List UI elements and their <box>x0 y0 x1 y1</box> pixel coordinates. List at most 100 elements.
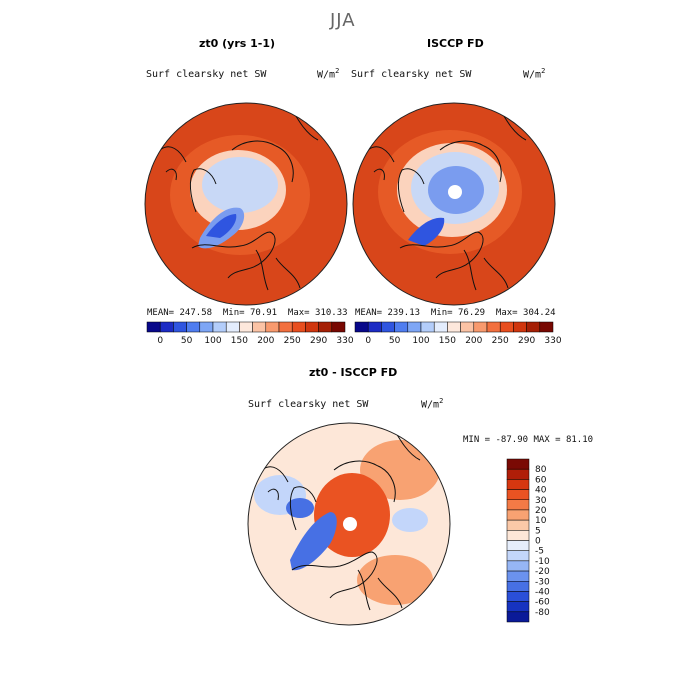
colorbar-swatch <box>394 321 409 333</box>
colorbar-swatch <box>265 321 280 333</box>
colorbar-tick-label: 290 <box>518 336 535 346</box>
diff-title: zt0 - ISCCP FD <box>309 366 398 379</box>
colorbar-swatch <box>447 321 461 333</box>
colorbar-tick-label: 10 <box>535 516 547 526</box>
colorbar-tick-label: 5 <box>535 526 541 536</box>
colorbar-tick-label: 30 <box>535 496 547 506</box>
colorbar-swatch <box>318 321 333 333</box>
colorbar-swatch <box>173 321 187 333</box>
colorbar-swatch <box>278 321 293 333</box>
colorbar-tick-label: 0 <box>365 336 371 346</box>
colorbar-swatch <box>526 321 541 333</box>
colorbar-swatch <box>506 519 530 531</box>
colorbar-panel2: 0 50 100 150 200 250 290 330 <box>354 321 562 346</box>
map2-outline <box>352 102 556 306</box>
diff-units: W/m2 <box>421 397 444 411</box>
colorbar-tick-label: 330 <box>336 336 353 346</box>
colorbar-tick-label: -30 <box>535 577 550 587</box>
panel2-stats: MEAN= 239.13 Min= 76.29 Max= 304.24 <box>355 308 556 318</box>
colorbar-swatch <box>420 321 435 333</box>
colorbar-tick-label: 50 <box>181 336 193 346</box>
colorbar-swatch <box>506 509 530 521</box>
colorbar-tick-label: 50 <box>389 336 401 346</box>
diff-stats: MIN = -87.90 MAX = 81.10 <box>463 435 594 445</box>
colorbar-swatch <box>159 321 174 333</box>
map1-greenland-core <box>206 214 237 238</box>
colorbar-tick-label: 60 <box>535 475 547 485</box>
panel2-title: ISCCP FD <box>427 37 484 50</box>
colorbar-tick-label: -40 <box>535 587 550 597</box>
colorbar-swatch <box>506 468 530 480</box>
colorbar-swatch <box>506 611 530 623</box>
colorbar-swatch <box>506 550 530 562</box>
colorbar-tick-label: 200 <box>465 336 482 346</box>
colorbar-tick-label: 250 <box>492 336 509 346</box>
map3-light-red-ne <box>360 440 440 500</box>
panel1-field-label: Surf clearsky net SW <box>146 69 267 80</box>
colorbar-swatch <box>186 321 201 333</box>
map-panel2 <box>353 103 555 305</box>
colorbar-swatch <box>486 321 501 333</box>
map1-outline <box>144 102 348 306</box>
colorbar-swatch <box>506 560 530 572</box>
colorbar-tick-label: -80 <box>535 608 550 618</box>
colorbar-swatch <box>407 321 422 333</box>
colorbar-swatch <box>506 581 530 592</box>
map3-blue-arch <box>286 498 314 518</box>
colorbar-swatch <box>506 591 530 602</box>
colorbar-swatch <box>506 458 530 470</box>
panel1-stats: MEAN= 247.58 Min= 70.91 Max= 310.33 <box>147 308 348 318</box>
colorbar-swatch <box>146 321 161 333</box>
map-diff <box>248 423 450 625</box>
colorbar-panel1: 0 50 100 150 200 250 290 330 <box>146 321 354 346</box>
colorbar-tick-label: 150 <box>231 336 248 346</box>
panel1-title: zt0 (yrs 1-1) <box>199 37 276 50</box>
colorbar-swatch <box>539 321 554 333</box>
colorbar-swatch <box>506 499 530 511</box>
map3-missing-pole <box>343 517 357 531</box>
map3-light-red-se <box>357 555 433 605</box>
colorbar-swatch <box>252 321 267 333</box>
colorbar-swatch <box>381 321 395 333</box>
colorbar-tick-label: 100 <box>412 336 429 346</box>
colorbar-swatch <box>305 321 319 333</box>
colorbar-swatch <box>212 321 227 333</box>
colorbar-swatch <box>506 540 530 551</box>
colorbar-tick-label: 200 <box>257 336 274 346</box>
colorbar-tick-label: 290 <box>310 336 327 346</box>
panel1-units: W/m2 <box>317 67 340 81</box>
colorbar-tick-label: 100 <box>204 336 221 346</box>
colorbar-swatch <box>499 321 514 333</box>
colorbar-swatch <box>506 570 530 582</box>
colorbar-tick-label: -5 <box>535 547 544 557</box>
colorbar-swatch <box>506 601 530 613</box>
colorbar-swatch <box>513 321 527 333</box>
map1-pale-blue-region <box>202 157 278 213</box>
colorbar-tick-label: 20 <box>535 506 547 516</box>
colorbar-tick-label: 0 <box>157 336 163 346</box>
colorbar-swatch <box>460 321 475 333</box>
colorbar-swatch <box>506 489 530 500</box>
colorbar-swatch <box>199 321 214 333</box>
colorbar-swatch <box>367 321 382 333</box>
colorbar-swatch <box>506 530 530 541</box>
panel2-units: W/m2 <box>523 67 546 81</box>
colorbar-swatch <box>239 321 253 333</box>
diff-field-label: Surf clearsky net SW <box>248 399 369 410</box>
colorbar-tick-label: -60 <box>535 598 550 608</box>
colorbar-tick-label: 40 <box>535 486 547 496</box>
map3-greenland-blue <box>290 512 337 571</box>
map3-light-blue-e <box>392 508 428 532</box>
map3-outline <box>247 422 451 626</box>
colorbar-tick-label: 0 <box>535 537 541 547</box>
colorbar-tick-label: -20 <box>535 567 550 577</box>
colorbar-swatch <box>354 321 369 333</box>
colorbar-swatch <box>433 321 448 333</box>
map-panel1 <box>145 103 347 305</box>
colorbar-tick-label: 250 <box>284 336 301 346</box>
colorbar-swatch <box>291 321 306 333</box>
colorbar-tick-label: 330 <box>544 336 561 346</box>
map2-missing-pole <box>448 185 462 199</box>
colorbar-tick-label: -10 <box>535 557 550 567</box>
colorbar-tick-label: 80 <box>535 465 547 475</box>
